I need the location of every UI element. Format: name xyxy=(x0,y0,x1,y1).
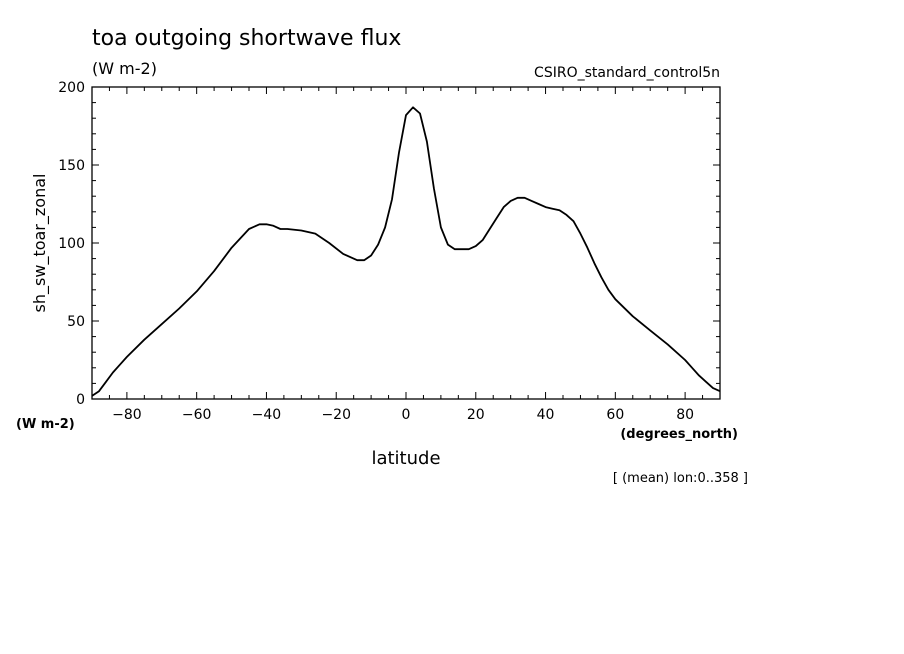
x-tick-labels: −80 −60 −40 −20 0 20 40 60 80 xyxy=(112,407,694,423)
y-tick-label: 200 xyxy=(58,80,85,96)
y-tick-label: 0 xyxy=(76,392,85,408)
axis-ticks xyxy=(91,86,721,400)
series-line xyxy=(91,106,721,397)
y-axis-units: (W m-2) xyxy=(16,417,75,432)
x-tick-label: −80 xyxy=(112,407,142,423)
plot-frame xyxy=(91,86,721,400)
y-tick-label: 150 xyxy=(58,158,85,174)
x-tick-label: 20 xyxy=(467,407,485,423)
x-tick-label: −60 xyxy=(182,407,212,423)
x-axis-units: (degrees_north) xyxy=(620,427,738,442)
x-tick-label: 60 xyxy=(606,407,624,423)
x-axis-label: latitude xyxy=(371,448,440,469)
y-tick-label: 50 xyxy=(67,314,85,330)
y-tick-labels: 0 50 100 150 200 xyxy=(58,80,85,408)
x-tick-label: −20 xyxy=(321,407,351,423)
x-tick-label: 0 xyxy=(402,407,411,423)
x-tick-label: 40 xyxy=(537,407,555,423)
y-tick-label: 100 xyxy=(58,236,85,252)
title-units: (W m-2) xyxy=(92,59,157,78)
model-label: CSIRO_standard_control5n xyxy=(534,65,720,81)
footnote: [ (mean) lon:0..358 ] xyxy=(613,471,748,486)
x-tick-label: −40 xyxy=(252,407,282,423)
x-tick-label: 80 xyxy=(676,407,694,423)
chart-title: toa outgoing shortwave flux xyxy=(92,26,401,51)
y-axis-label: sh_sw_toar_zonal xyxy=(30,174,50,313)
